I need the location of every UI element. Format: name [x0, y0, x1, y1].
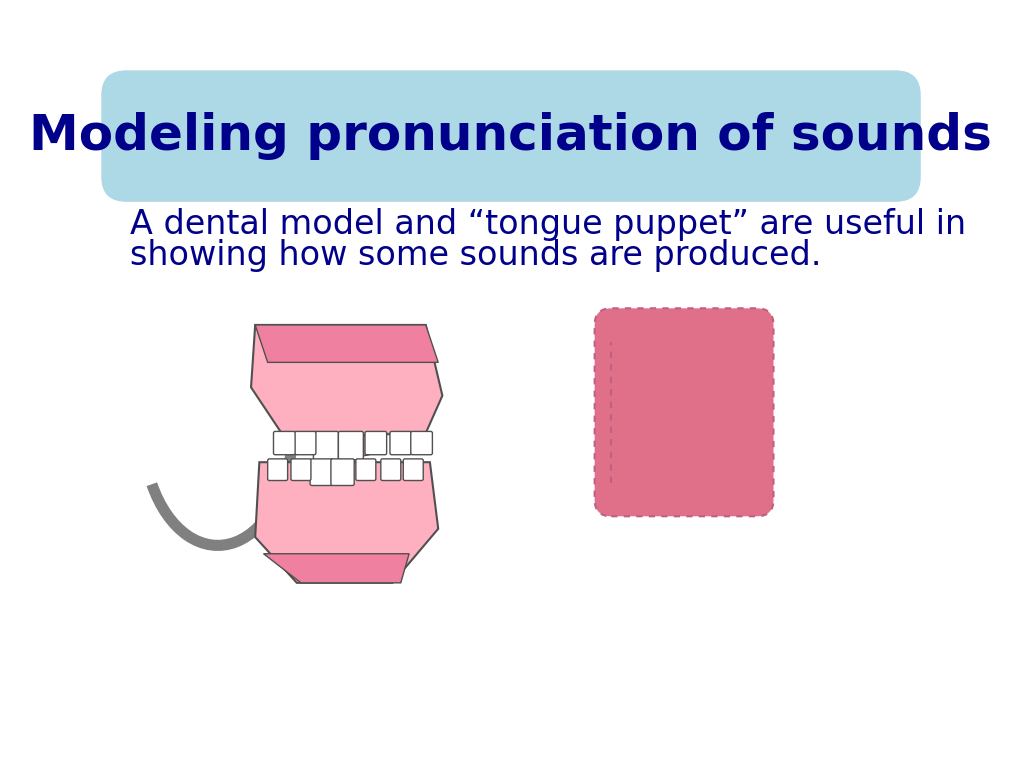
Ellipse shape [338, 435, 380, 456]
Polygon shape [255, 462, 438, 583]
FancyBboxPatch shape [291, 458, 311, 481]
FancyBboxPatch shape [273, 432, 295, 455]
Text: A dental model and “tongue puppet” are useful in: A dental model and “tongue puppet” are u… [130, 208, 967, 241]
FancyBboxPatch shape [267, 458, 288, 481]
FancyBboxPatch shape [356, 458, 376, 481]
FancyBboxPatch shape [595, 308, 773, 516]
FancyBboxPatch shape [331, 458, 354, 485]
FancyBboxPatch shape [411, 432, 432, 455]
Polygon shape [263, 554, 410, 583]
Polygon shape [607, 325, 644, 500]
FancyBboxPatch shape [294, 432, 316, 455]
Text: Modeling pronunciation of sounds: Modeling pronunciation of sounds [29, 112, 992, 160]
Text: showing how some sounds are produced.: showing how some sounds are produced. [130, 240, 822, 272]
FancyBboxPatch shape [338, 432, 364, 460]
FancyBboxPatch shape [310, 458, 334, 485]
FancyBboxPatch shape [403, 458, 423, 481]
FancyBboxPatch shape [390, 432, 412, 455]
Polygon shape [255, 325, 438, 362]
Polygon shape [251, 325, 442, 437]
FancyBboxPatch shape [313, 432, 338, 460]
FancyBboxPatch shape [101, 71, 921, 202]
FancyBboxPatch shape [381, 458, 400, 481]
FancyBboxPatch shape [365, 432, 387, 455]
